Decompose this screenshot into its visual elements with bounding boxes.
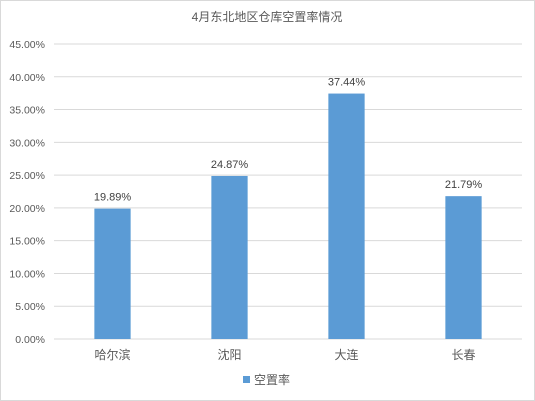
data-label: 37.44%: [328, 77, 366, 89]
data-label: 21.79%: [445, 179, 483, 191]
y-tick-label: 15.00%: [9, 236, 45, 248]
x-tick-label: 沈阳: [217, 347, 241, 362]
bar: [211, 175, 248, 339]
y-tick-label: 35.00%: [9, 105, 45, 117]
legend: 空置率: [243, 372, 290, 387]
legend-label: 空置率: [254, 372, 290, 387]
y-tick-label: 30.00%: [9, 137, 45, 149]
y-tick-label: 20.00%: [9, 203, 45, 215]
y-tick-label: 0.00%: [15, 334, 45, 346]
y-tick-label: 40.00%: [9, 72, 45, 84]
x-tick-label: 哈尔滨: [94, 347, 130, 362]
x-tick-label: 长春: [451, 348, 475, 362]
y-tick-label: 5.00%: [15, 301, 45, 313]
x-axis: 哈尔滨 沈阳 大连 长春: [94, 347, 475, 362]
y-axis: 0.00% 5.00% 10.00% 15.00% 20.00% 25.00% 30.00%…: [9, 39, 45, 346]
y-tick-label: 25.00%: [9, 170, 45, 182]
bars: 19.89% 24.87% 37.44% 21.79%: [94, 77, 483, 339]
y-tick-label: 10.00%: [9, 268, 45, 280]
gridlines: [54, 43, 522, 340]
legend-swatch: [243, 376, 250, 383]
y-tick-label: 45.00%: [9, 39, 45, 51]
x-tick-label: 大连: [334, 347, 358, 362]
bar: [94, 208, 131, 339]
chart-title: 4月东北地区仓库空置率情况: [192, 9, 343, 24]
data-label: 24.87%: [211, 159, 249, 171]
bar: [328, 93, 365, 339]
bar: [445, 196, 482, 339]
data-label: 19.89%: [94, 192, 132, 204]
